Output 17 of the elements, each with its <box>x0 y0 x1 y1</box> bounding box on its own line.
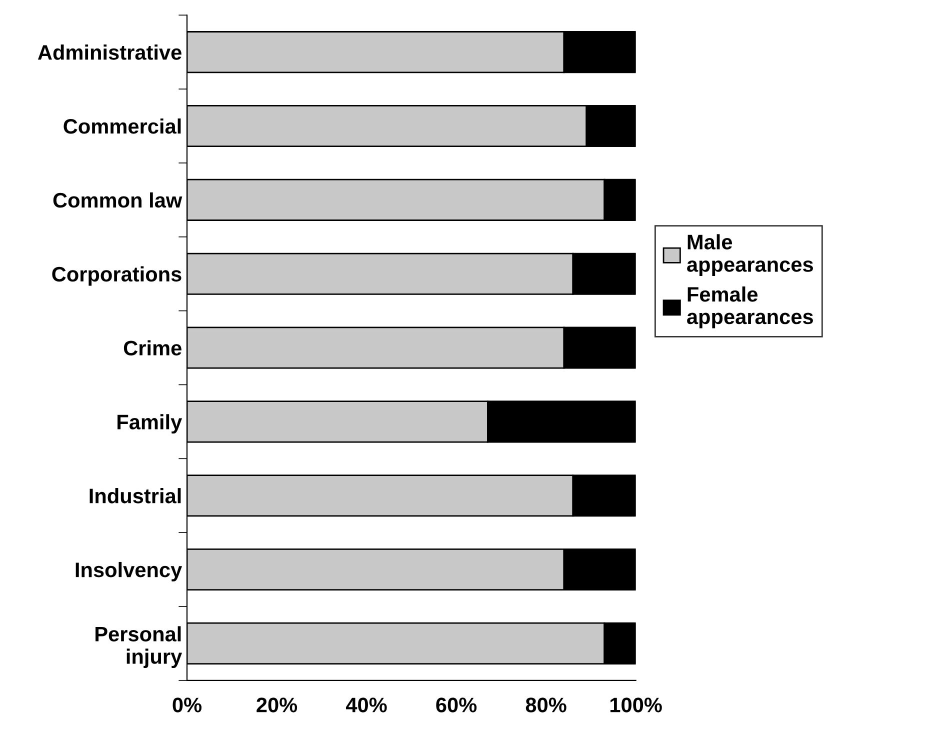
y-tick-label: Administrative <box>38 44 182 60</box>
y-tick-label: Corporations <box>52 266 182 286</box>
x-tick-label: 40% <box>346 698 387 712</box>
legend-label: Female appearances <box>687 286 813 328</box>
x-tick-label: 60% <box>436 698 477 712</box>
legend-label: Male appearances <box>687 234 813 276</box>
y-tick-label: Crime <box>124 340 182 356</box>
y-tick-label: Industrial <box>90 488 181 504</box>
y-tick-label: Personal injury <box>96 626 182 668</box>
y-tick-label: Family <box>118 414 182 434</box>
y-tick-label: Insolvency <box>76 562 182 582</box>
y-tick-label: Commercial <box>64 118 181 134</box>
x-tick-label: 0% <box>172 698 202 712</box>
y-tick-label: Common law <box>53 192 182 208</box>
x-tick-label: 20% <box>256 698 298 712</box>
x-tick-label: 100% <box>610 698 662 712</box>
x-tick-label: 80% <box>526 698 566 712</box>
